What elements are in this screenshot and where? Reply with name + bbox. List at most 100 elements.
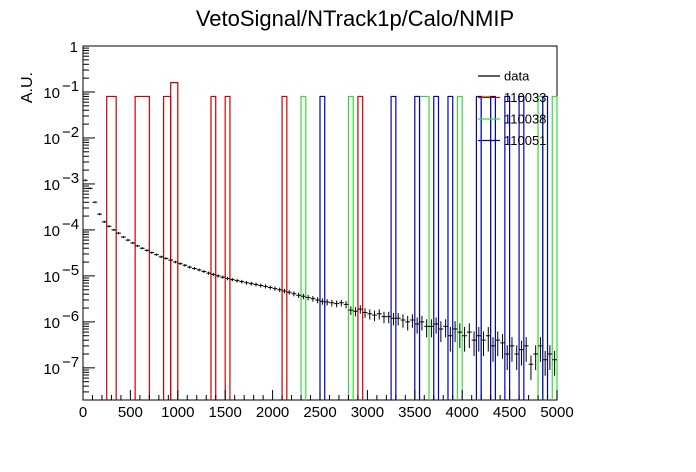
data-point-18: [168, 258, 174, 262]
data-point-94: [528, 355, 534, 381]
data-point-10: [130, 241, 136, 245]
bar-110051-1: [390, 95, 397, 400]
data-point-95: [533, 345, 539, 370]
data-point-91: [514, 345, 520, 370]
data-point-21: [182, 263, 188, 267]
data-point-49: [315, 297, 320, 304]
data-point-97: [542, 351, 548, 376]
data-point-64: [386, 311, 392, 324]
legend: data 110033 110038 110051: [478, 69, 546, 148]
data-point-51: [324, 299, 330, 306]
data-point-52: [329, 299, 335, 307]
data-point-47: [305, 294, 311, 301]
data-point-82: [471, 331, 477, 357]
data-point-84: [481, 331, 486, 357]
bar-110038-3: [456, 95, 463, 400]
bar-110033-0: [106, 95, 117, 400]
data-point-86: [490, 337, 496, 362]
x-tick-label-3000: 3000: [351, 404, 384, 421]
bar-110051-8: [518, 95, 525, 400]
data-point-46: [301, 293, 306, 300]
data-point-73: [429, 319, 434, 338]
x-tick-label-5000: 5000: [540, 404, 573, 421]
data-point-57: [353, 307, 358, 317]
x-tick-label-1500: 1500: [209, 404, 242, 421]
data-point-68: [405, 315, 411, 331]
data-point-72: [424, 319, 430, 338]
data-point-41: [277, 287, 283, 293]
x-tick-label-2500: 2500: [303, 404, 336, 421]
data-point-83: [476, 326, 482, 352]
data-point-40: [272, 286, 278, 291]
data-point-34: [244, 280, 249, 285]
data-point-61: [372, 310, 377, 322]
data-point-0: [83, 179, 88, 182]
data-point-14: [149, 251, 155, 254]
data-point-20: [177, 262, 183, 265]
data-point-44: [291, 291, 297, 297]
y-tick-exponent-7: −7: [62, 354, 79, 371]
data-point-56: [348, 306, 354, 316]
bar-110038-0: [300, 95, 307, 400]
data-point-60: [367, 309, 373, 320]
data-point-33: [239, 279, 245, 284]
data-point-66: [395, 313, 401, 326]
data-point-39: [267, 285, 273, 290]
data-point-71: [419, 315, 425, 331]
data-point-9: [125, 239, 131, 242]
x-tick-label-4000: 4000: [446, 404, 479, 421]
chart-title: VetoSignal/NTrack1p/Calo/NMIP: [196, 6, 514, 31]
data-point-87: [495, 331, 501, 357]
bar-110051-4: [447, 95, 454, 400]
data-point-4: [101, 220, 107, 223]
data-point-3: [97, 213, 102, 216]
data-point-98: [547, 345, 553, 370]
bar-110033-2: [162, 95, 172, 400]
y-tick-label-2: 10: [43, 131, 60, 148]
bar-110051-2: [414, 95, 421, 400]
data-point-35: [248, 281, 254, 286]
data-point-62: [376, 309, 382, 320]
y-tick-label-7: 10: [43, 361, 60, 378]
series-110033: [106, 81, 364, 400]
data-point-23: [192, 267, 197, 270]
data-point-38: [263, 284, 268, 289]
data-point-43: [286, 290, 292, 295]
legend-label-110033: 110033: [504, 90, 546, 105]
x-tick-label-4500: 4500: [493, 404, 526, 421]
axis-layer: 0 500 1000 1500 2000 2500 3000 3500 4000 4500 5000…: [43, 39, 573, 421]
data-point-78: [452, 321, 458, 343]
data-point-27: [210, 272, 216, 276]
data-point-15: [154, 253, 159, 256]
x-tick-label-1000: 1000: [161, 404, 194, 421]
data-point-99: [552, 351, 557, 376]
data-point-70: [414, 317, 420, 334]
data-point-25: [201, 270, 207, 273]
bar-110033-5: [224, 95, 231, 400]
data-point-77: [447, 326, 453, 352]
data-point-16: [158, 255, 164, 259]
data-point-88: [500, 334, 505, 359]
data-point-90: [509, 337, 515, 362]
bar-110038-1: [347, 95, 354, 400]
bar-110033-6: [281, 95, 288, 400]
data-point-29: [220, 275, 226, 279]
data-point-54: [338, 299, 344, 307]
data-point-80: [462, 326, 467, 352]
data-point-50: [320, 298, 325, 305]
data-point-69: [410, 314, 415, 328]
data-point-89: [504, 345, 510, 370]
bar-110051-6: [490, 95, 496, 400]
data-point-92: [519, 340, 524, 366]
data-point-8: [120, 235, 126, 239]
data-point-32: [234, 278, 240, 283]
data-point-48: [310, 295, 316, 302]
y-tick-label-0: 1: [70, 39, 78, 56]
data-point-67: [400, 314, 406, 328]
series-layer: [83, 81, 558, 400]
y-tick-exponent-3: −3: [62, 170, 79, 187]
data-point-93: [523, 337, 529, 362]
data-point-42: [282, 288, 287, 294]
bar-110051-7: [504, 95, 511, 400]
